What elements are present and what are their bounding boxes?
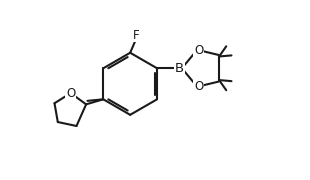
Text: O: O <box>194 80 203 93</box>
Text: B: B <box>175 62 184 75</box>
Text: O: O <box>194 44 203 57</box>
Text: F: F <box>133 29 140 42</box>
Text: O: O <box>66 87 75 100</box>
